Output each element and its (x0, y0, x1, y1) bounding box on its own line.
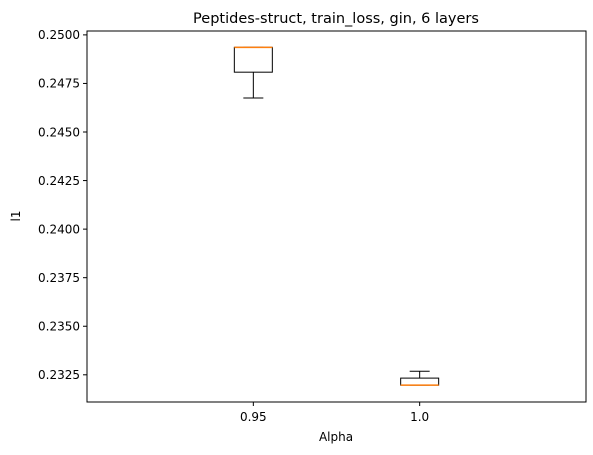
x-tick-label: 1.0 (410, 410, 429, 424)
y-tick-label: 0.2500 (38, 28, 80, 42)
box-group (400, 370, 440, 386)
x-axis: 0.95 1.0 (240, 402, 429, 424)
x-axis-label: Alpha (319, 430, 353, 444)
x-tick-label: 0.95 (240, 410, 267, 424)
chart-title: Peptides-struct, train_loss, gin, 6 laye… (193, 11, 479, 27)
y-tick-label: 0.2400 (38, 222, 80, 236)
plot-frame (86, 30, 587, 403)
y-axis: 0.2325 0.2350 0.2375 0.2400 0.2425 0.2450 0.24… (38, 28, 87, 382)
plot-marks (233, 46, 440, 386)
y-tick-label: 0.2475 (38, 77, 80, 91)
y-axis-label: l1 (9, 211, 23, 222)
y-tick-label: 0.2325 (38, 368, 80, 382)
box-group (233, 46, 273, 99)
y-tick-label: 0.2425 (38, 174, 80, 188)
y-tick-label: 0.2450 (38, 125, 80, 139)
y-tick-label: 0.2350 (38, 320, 80, 334)
y-tick-label: 0.2375 (38, 271, 80, 285)
